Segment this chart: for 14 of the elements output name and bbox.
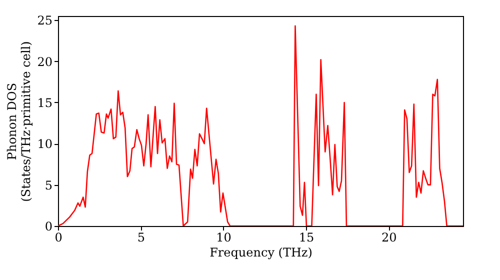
y-tick-label: 5 [44,178,52,192]
x-tick-label: 20 [381,230,397,244]
line-series [58,25,463,226]
x-axis-title: Frequency (THz) [210,246,312,260]
y-axis-title: Phonon DOS (States/THz·primitive cell) [5,41,34,202]
y-tick-label: 15 [37,96,52,110]
x-tick-label: 0 [54,230,62,244]
y-tick-label: 20 [37,54,52,69]
y-tick-label: 10 [37,137,52,152]
y-tick-label: 0 [44,220,52,234]
x-tick-label: 5 [137,230,145,244]
x-tick-label: 15 [298,230,314,244]
x-tick-label: 10 [216,230,232,244]
y-tick-label: 25 [37,14,52,28]
